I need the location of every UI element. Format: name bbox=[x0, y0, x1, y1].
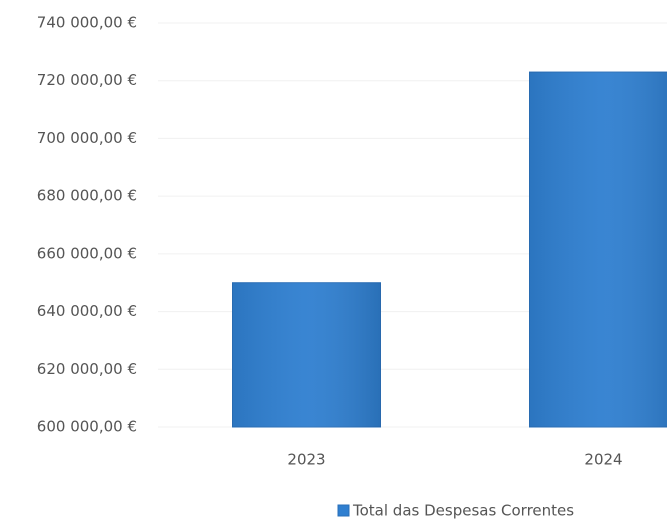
legend-label: Total das Despesas Correntes bbox=[352, 502, 574, 520]
bar bbox=[232, 282, 381, 428]
y-tick-label: 740 000,00 € bbox=[37, 14, 137, 32]
y-tick-label: 720 000,00 € bbox=[37, 71, 137, 89]
legend-swatch bbox=[337, 504, 350, 517]
y-tick-label: 660 000,00 € bbox=[37, 244, 137, 262]
y-tick-label: 640 000,00 € bbox=[37, 302, 137, 320]
y-tick-label: 600 000,00 € bbox=[37, 418, 137, 436]
bar bbox=[529, 71, 667, 428]
y-tick-label: 700 000,00 € bbox=[37, 129, 137, 147]
x-tick-label: 2023 bbox=[287, 451, 325, 469]
y-tick-label: 680 000,00 € bbox=[37, 187, 137, 205]
x-tick-label: 2024 bbox=[584, 451, 622, 469]
y-tick-label: 620 000,00 € bbox=[37, 360, 137, 378]
